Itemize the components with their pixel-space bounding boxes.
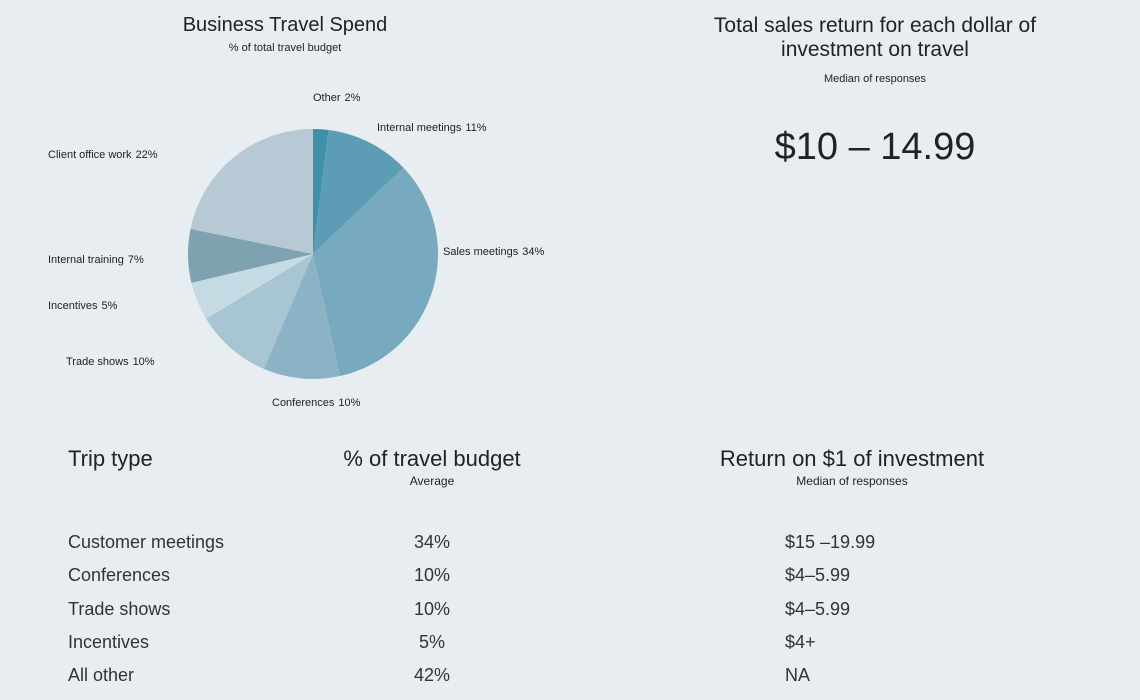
pie-label: Other 2% [313,92,433,105]
table-cell: NA [785,665,811,686]
pie-label-value: 10% [132,356,155,368]
pie-slice [313,129,404,254]
pie-label: Internal meetings 11% [377,122,577,135]
stat-title: Total sales return for each dollar of in… [713,14,1037,61]
pie-label-category: Other [313,92,341,104]
table-cell: Incentives [68,631,150,652]
pie-label-category: Conferences [272,397,335,409]
pie-label-category: Sales meetings [443,246,519,258]
table-subheader: Average [409,474,455,488]
pie-label: Internal training 7% [48,254,208,267]
stat-value: $10 – 14.99 [774,126,976,168]
pie-slice [313,167,438,377]
table-cell: Conferences [68,565,171,586]
table-cell: Trade shows [68,598,171,619]
table-header: % of travel budget [343,446,521,471]
table-subheader: Median of responses [796,474,908,488]
pie-label-value: 7% [127,254,144,266]
stat-subtitle: Median of responses [823,73,927,85]
table-cell: 5% [418,631,446,652]
pie-label-value: 10% [338,397,361,409]
chart-title: Business Travel Spend [182,14,388,36]
table-cell: $4–5.99 [785,565,851,586]
pie-label-value: 11% [465,122,487,134]
pie-slice [263,254,341,379]
pie-label: Conferences 10% [272,397,432,410]
pie-slice [191,254,313,319]
pie-label: Trade shows 10% [66,356,226,369]
chart-subtitle: % of total travel budget [228,42,342,54]
pie-label-category: Internal training [48,254,124,266]
table-cell: $4+ [785,631,816,652]
pie-label: Client office work 22% [48,149,248,162]
pie-label-category: Trade shows [66,356,129,368]
pie-label-category: Incentives [48,300,98,312]
table-cell: 10% [413,598,451,619]
table-cell: $15 –19.99 [785,532,876,552]
table-cell: 42% [413,665,451,686]
table-header: Return on $1 of investment [719,446,985,471]
table-cell: Customer meetings [68,532,225,552]
pie-label-value: 22% [135,149,158,161]
pie-label-value: 34% [522,246,545,258]
pie-slice [190,129,313,254]
pie-label: Incentives 5% [48,300,208,313]
pie-label-category: Client office work [48,149,132,161]
pie-label-value: 2% [344,92,361,104]
pie-label: Sales meetings 34% [443,246,553,259]
table-cell: 34% [413,532,451,552]
pie-label-value: 5% [101,300,118,312]
pie-slice [188,228,313,283]
table-cell: $4–5.99 [785,598,851,619]
table-header: Trip type [68,446,153,471]
table-cell: 10% [413,565,451,586]
pie-slice [206,254,313,369]
pie-slice [313,129,329,254]
pie-label-category: Internal meetings [377,122,462,134]
table-cell: All other [68,665,135,686]
